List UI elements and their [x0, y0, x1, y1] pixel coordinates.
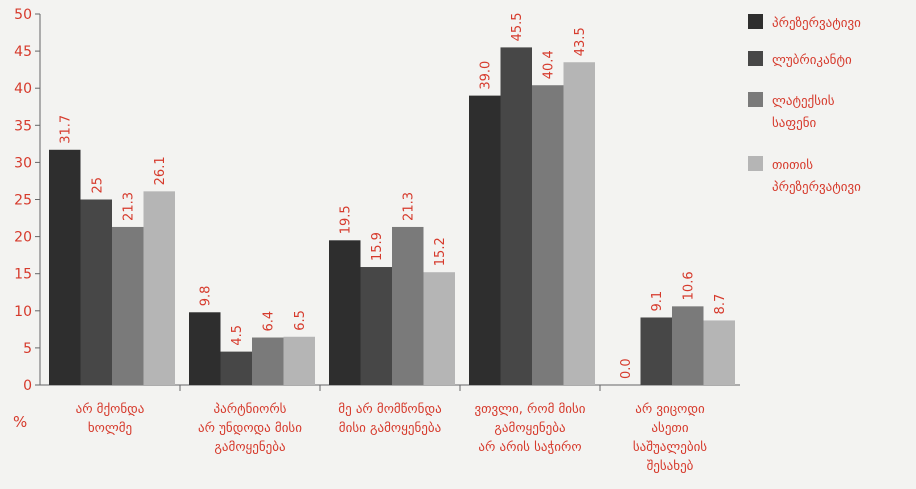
y-tick-label: 10 [14, 304, 32, 320]
data-label: 31.7 [59, 115, 74, 144]
data-label: 4.5 [230, 325, 245, 346]
y-tick-label: 50 [14, 7, 32, 23]
axes: 0 5 10 15 20 25 30 35 40 45 50% [13, 7, 740, 431]
bar [469, 95, 501, 386]
legend-label: ლუბრიკანტი [772, 53, 852, 68]
legend: პრეზერვატივი ლუბრიკანტი ლატექსის საფენი თითი… [748, 14, 861, 195]
bar [672, 306, 704, 385]
category-label: პარტნიორს [214, 402, 287, 417]
y-tick-label: 40 [14, 81, 32, 97]
data-label: 21.3 [122, 192, 137, 221]
data-label: 43.5 [573, 27, 588, 56]
y-tick-label: 5 [23, 341, 32, 357]
legend-swatch [748, 156, 763, 171]
data-label: 25 [90, 177, 105, 194]
data-label: 21.3 [402, 192, 417, 221]
category-label: საშუალების [633, 440, 707, 455]
bar [220, 351, 252, 385]
bar [500, 47, 532, 385]
legend-swatch [748, 51, 763, 66]
category-label: არ უნდოდა მისი [198, 421, 302, 436]
data-label: 39.0 [479, 61, 494, 90]
category-label: მე არ მომწონდა [338, 402, 441, 417]
data-label: 0.0 [619, 358, 634, 379]
legend-label: ლატექსის [772, 94, 835, 109]
y-tick-label: 0 [23, 378, 32, 394]
bar [112, 226, 144, 385]
category-label: გამოყენება [494, 421, 565, 436]
y-tick-label: 15 [14, 267, 32, 283]
legend-label: პრეზერვატივი [772, 16, 861, 31]
y-tick-label: 30 [14, 155, 32, 171]
data-label: 15.9 [370, 232, 385, 261]
legend-label: საფენი [772, 116, 817, 131]
data-label: 45.5 [510, 12, 525, 41]
y-tick-label: 20 [14, 230, 32, 246]
legend-swatch [748, 92, 763, 107]
legend-label: პრეზერვატივი [772, 180, 861, 195]
legend-label: თითის [772, 158, 813, 173]
bar [423, 272, 455, 385]
data-label: 9.8 [199, 286, 214, 307]
category-label: შესახებ [647, 459, 694, 474]
category-label: არ ვიცოდი [635, 402, 705, 417]
bar [49, 149, 81, 385]
bar [703, 320, 735, 385]
bar [189, 312, 221, 385]
bar [143, 191, 175, 385]
category-label: მისი გამოყენება [339, 421, 441, 436]
bar [252, 337, 284, 385]
data-label: 15.2 [433, 237, 448, 266]
y-axis-unit-label: % [13, 413, 27, 431]
data-label: 19.5 [339, 205, 354, 234]
data-label: 10.6 [682, 271, 697, 300]
category-labels: არ მქონდა ხოლმე პარტნიორს არ უნდოდა მისი გამ… [76, 402, 708, 474]
data-label: 26.1 [153, 156, 168, 185]
y-tick-label: 35 [14, 118, 32, 134]
category-label: ხოლმე [88, 421, 132, 436]
bars [49, 47, 735, 386]
bar [532, 85, 564, 386]
data-label: 9.1 [650, 291, 665, 312]
bar [392, 226, 424, 385]
legend-swatch [748, 14, 763, 29]
y-tick-label: 25 [14, 193, 32, 209]
value-labels: 31.7 25 21.3 26.1 9.8 4.5 6.4 6.5 19.5 15.9 21.3 15… [59, 12, 729, 379]
data-label: 8.7 [713, 294, 728, 315]
category-label: ასეთი [651, 421, 688, 436]
category-label: გამოყენება [214, 440, 285, 455]
bar [80, 199, 112, 385]
category-label: არ არის საჭირო [478, 440, 581, 455]
y-tick-label: 45 [14, 44, 32, 60]
bar [640, 317, 672, 385]
category-label: არ მქონდა [76, 402, 145, 417]
data-label: 6.4 [262, 311, 277, 332]
category-label: ვთვლი, რომ მისი [474, 402, 585, 417]
bar [563, 62, 595, 385]
bar [283, 336, 315, 385]
data-label: 40.4 [542, 50, 557, 79]
bar [360, 267, 392, 385]
bar [329, 240, 361, 385]
data-label: 6.5 [293, 310, 308, 331]
